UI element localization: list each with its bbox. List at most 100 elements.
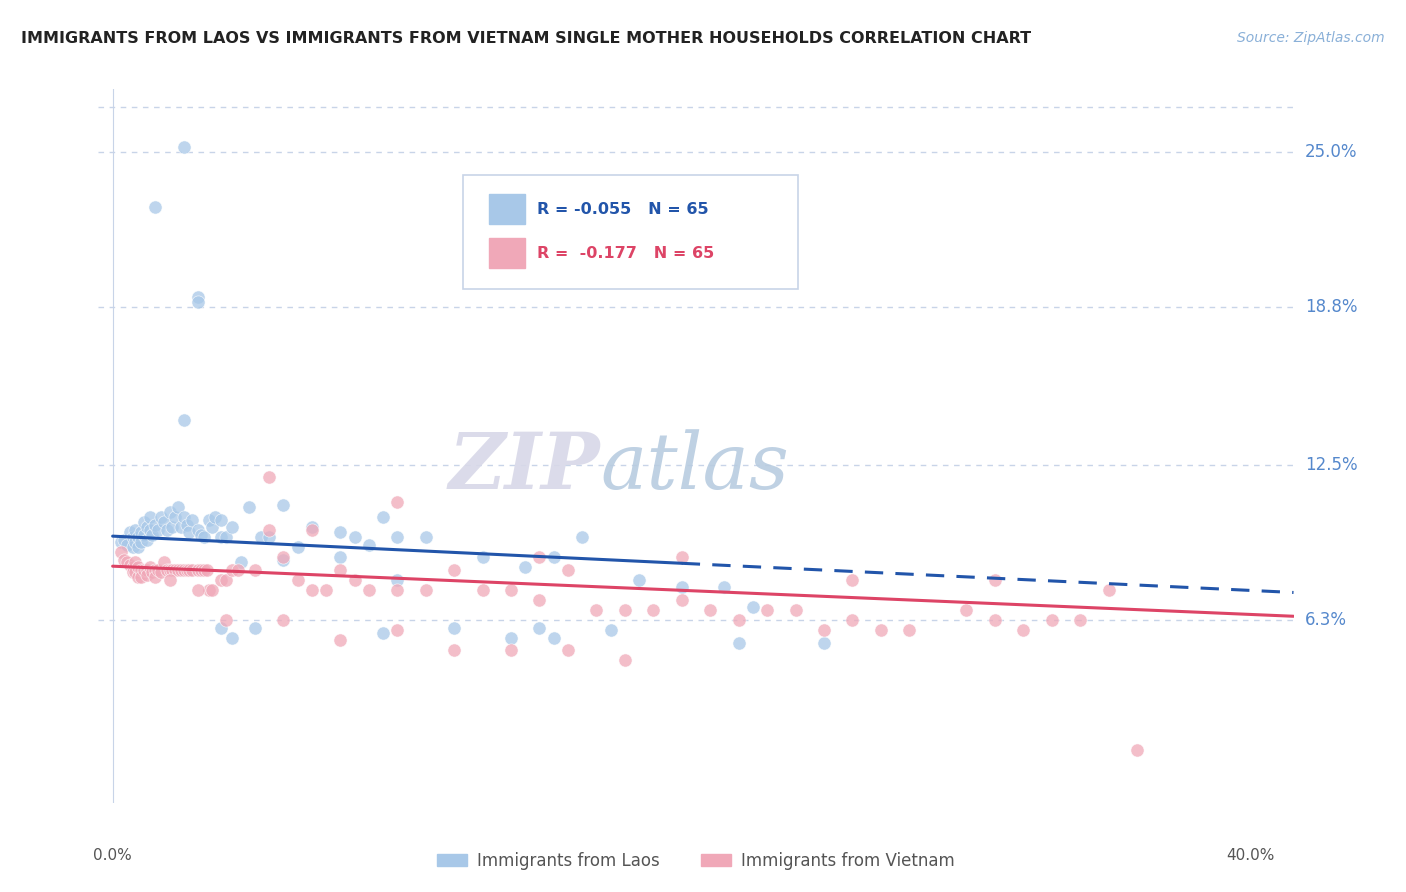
- Point: [209, 530, 232, 544]
- Bar: [489, 194, 524, 224]
- Point: [1069, 613, 1091, 627]
- Point: [543, 631, 565, 645]
- Point: [198, 582, 221, 597]
- Point: [257, 470, 280, 484]
- Point: [415, 530, 437, 544]
- Point: [273, 550, 295, 565]
- Point: [329, 633, 352, 648]
- Point: [110, 535, 132, 549]
- Point: [229, 556, 252, 570]
- Text: Source: ZipAtlas.com: Source: ZipAtlas.com: [1237, 31, 1385, 45]
- Point: [727, 635, 749, 649]
- Point: [201, 520, 224, 534]
- Point: [118, 525, 141, 540]
- Text: ZIP: ZIP: [449, 429, 600, 506]
- Point: [385, 495, 409, 509]
- Point: [529, 593, 551, 607]
- Point: [357, 582, 380, 597]
- Point: [1040, 613, 1063, 627]
- Point: [215, 573, 238, 587]
- Point: [1126, 743, 1149, 757]
- Point: [671, 581, 693, 595]
- Point: [165, 510, 187, 524]
- Point: [121, 541, 143, 555]
- Point: [613, 603, 636, 617]
- Point: [148, 523, 170, 537]
- Point: [121, 560, 143, 574]
- Point: [221, 631, 243, 645]
- Point: [124, 566, 146, 580]
- Point: [841, 613, 863, 627]
- Point: [179, 563, 201, 577]
- Point: [215, 613, 238, 627]
- Point: [190, 528, 212, 542]
- Point: [167, 500, 190, 515]
- Point: [153, 556, 176, 570]
- Point: [135, 568, 157, 582]
- Point: [301, 520, 323, 534]
- Point: [162, 563, 184, 577]
- Point: [124, 535, 146, 549]
- Point: [124, 556, 146, 570]
- Point: [221, 520, 243, 534]
- Point: [385, 582, 409, 597]
- Bar: [489, 238, 524, 268]
- Text: 25.0%: 25.0%: [1305, 143, 1357, 161]
- Point: [143, 517, 166, 532]
- Point: [898, 623, 921, 637]
- Point: [170, 520, 193, 534]
- Point: [141, 528, 163, 542]
- Point: [135, 563, 157, 577]
- Point: [124, 523, 146, 537]
- Point: [585, 603, 607, 617]
- Point: [984, 573, 1007, 587]
- Point: [301, 582, 323, 597]
- Point: [529, 550, 551, 565]
- Point: [671, 593, 693, 607]
- Point: [173, 510, 195, 524]
- Y-axis label: Single Mother Households: Single Mother Households: [0, 346, 7, 546]
- Point: [343, 573, 366, 587]
- Point: [1012, 623, 1035, 637]
- Point: [181, 563, 204, 577]
- Point: [143, 570, 166, 584]
- Point: [112, 553, 135, 567]
- Point: [179, 525, 201, 540]
- Text: 18.8%: 18.8%: [1305, 298, 1357, 316]
- Point: [841, 573, 863, 587]
- Point: [257, 530, 280, 544]
- Text: 40.0%: 40.0%: [1226, 848, 1275, 863]
- Point: [159, 563, 181, 577]
- Point: [571, 530, 593, 544]
- Point: [187, 523, 209, 537]
- Point: [204, 510, 226, 524]
- Point: [385, 573, 409, 587]
- Point: [165, 563, 187, 577]
- Point: [112, 533, 135, 547]
- Point: [153, 516, 176, 530]
- Point: [132, 563, 155, 577]
- Point: [127, 560, 149, 574]
- Point: [187, 295, 209, 310]
- Point: [443, 563, 465, 577]
- Point: [238, 500, 260, 515]
- Point: [471, 550, 494, 565]
- Point: [756, 603, 779, 617]
- Point: [110, 545, 132, 559]
- Point: [115, 538, 138, 552]
- Point: [543, 550, 565, 565]
- Point: [385, 623, 409, 637]
- Point: [118, 558, 141, 572]
- Text: 6.3%: 6.3%: [1305, 611, 1347, 629]
- Point: [301, 523, 323, 537]
- Point: [699, 603, 721, 617]
- Text: R =  -0.177   N = 65: R = -0.177 N = 65: [537, 246, 714, 260]
- Point: [193, 563, 215, 577]
- Point: [121, 566, 143, 580]
- Point: [557, 643, 579, 657]
- Point: [955, 603, 977, 617]
- Point: [643, 603, 665, 617]
- Point: [515, 560, 537, 574]
- Point: [173, 563, 195, 577]
- Point: [287, 541, 309, 555]
